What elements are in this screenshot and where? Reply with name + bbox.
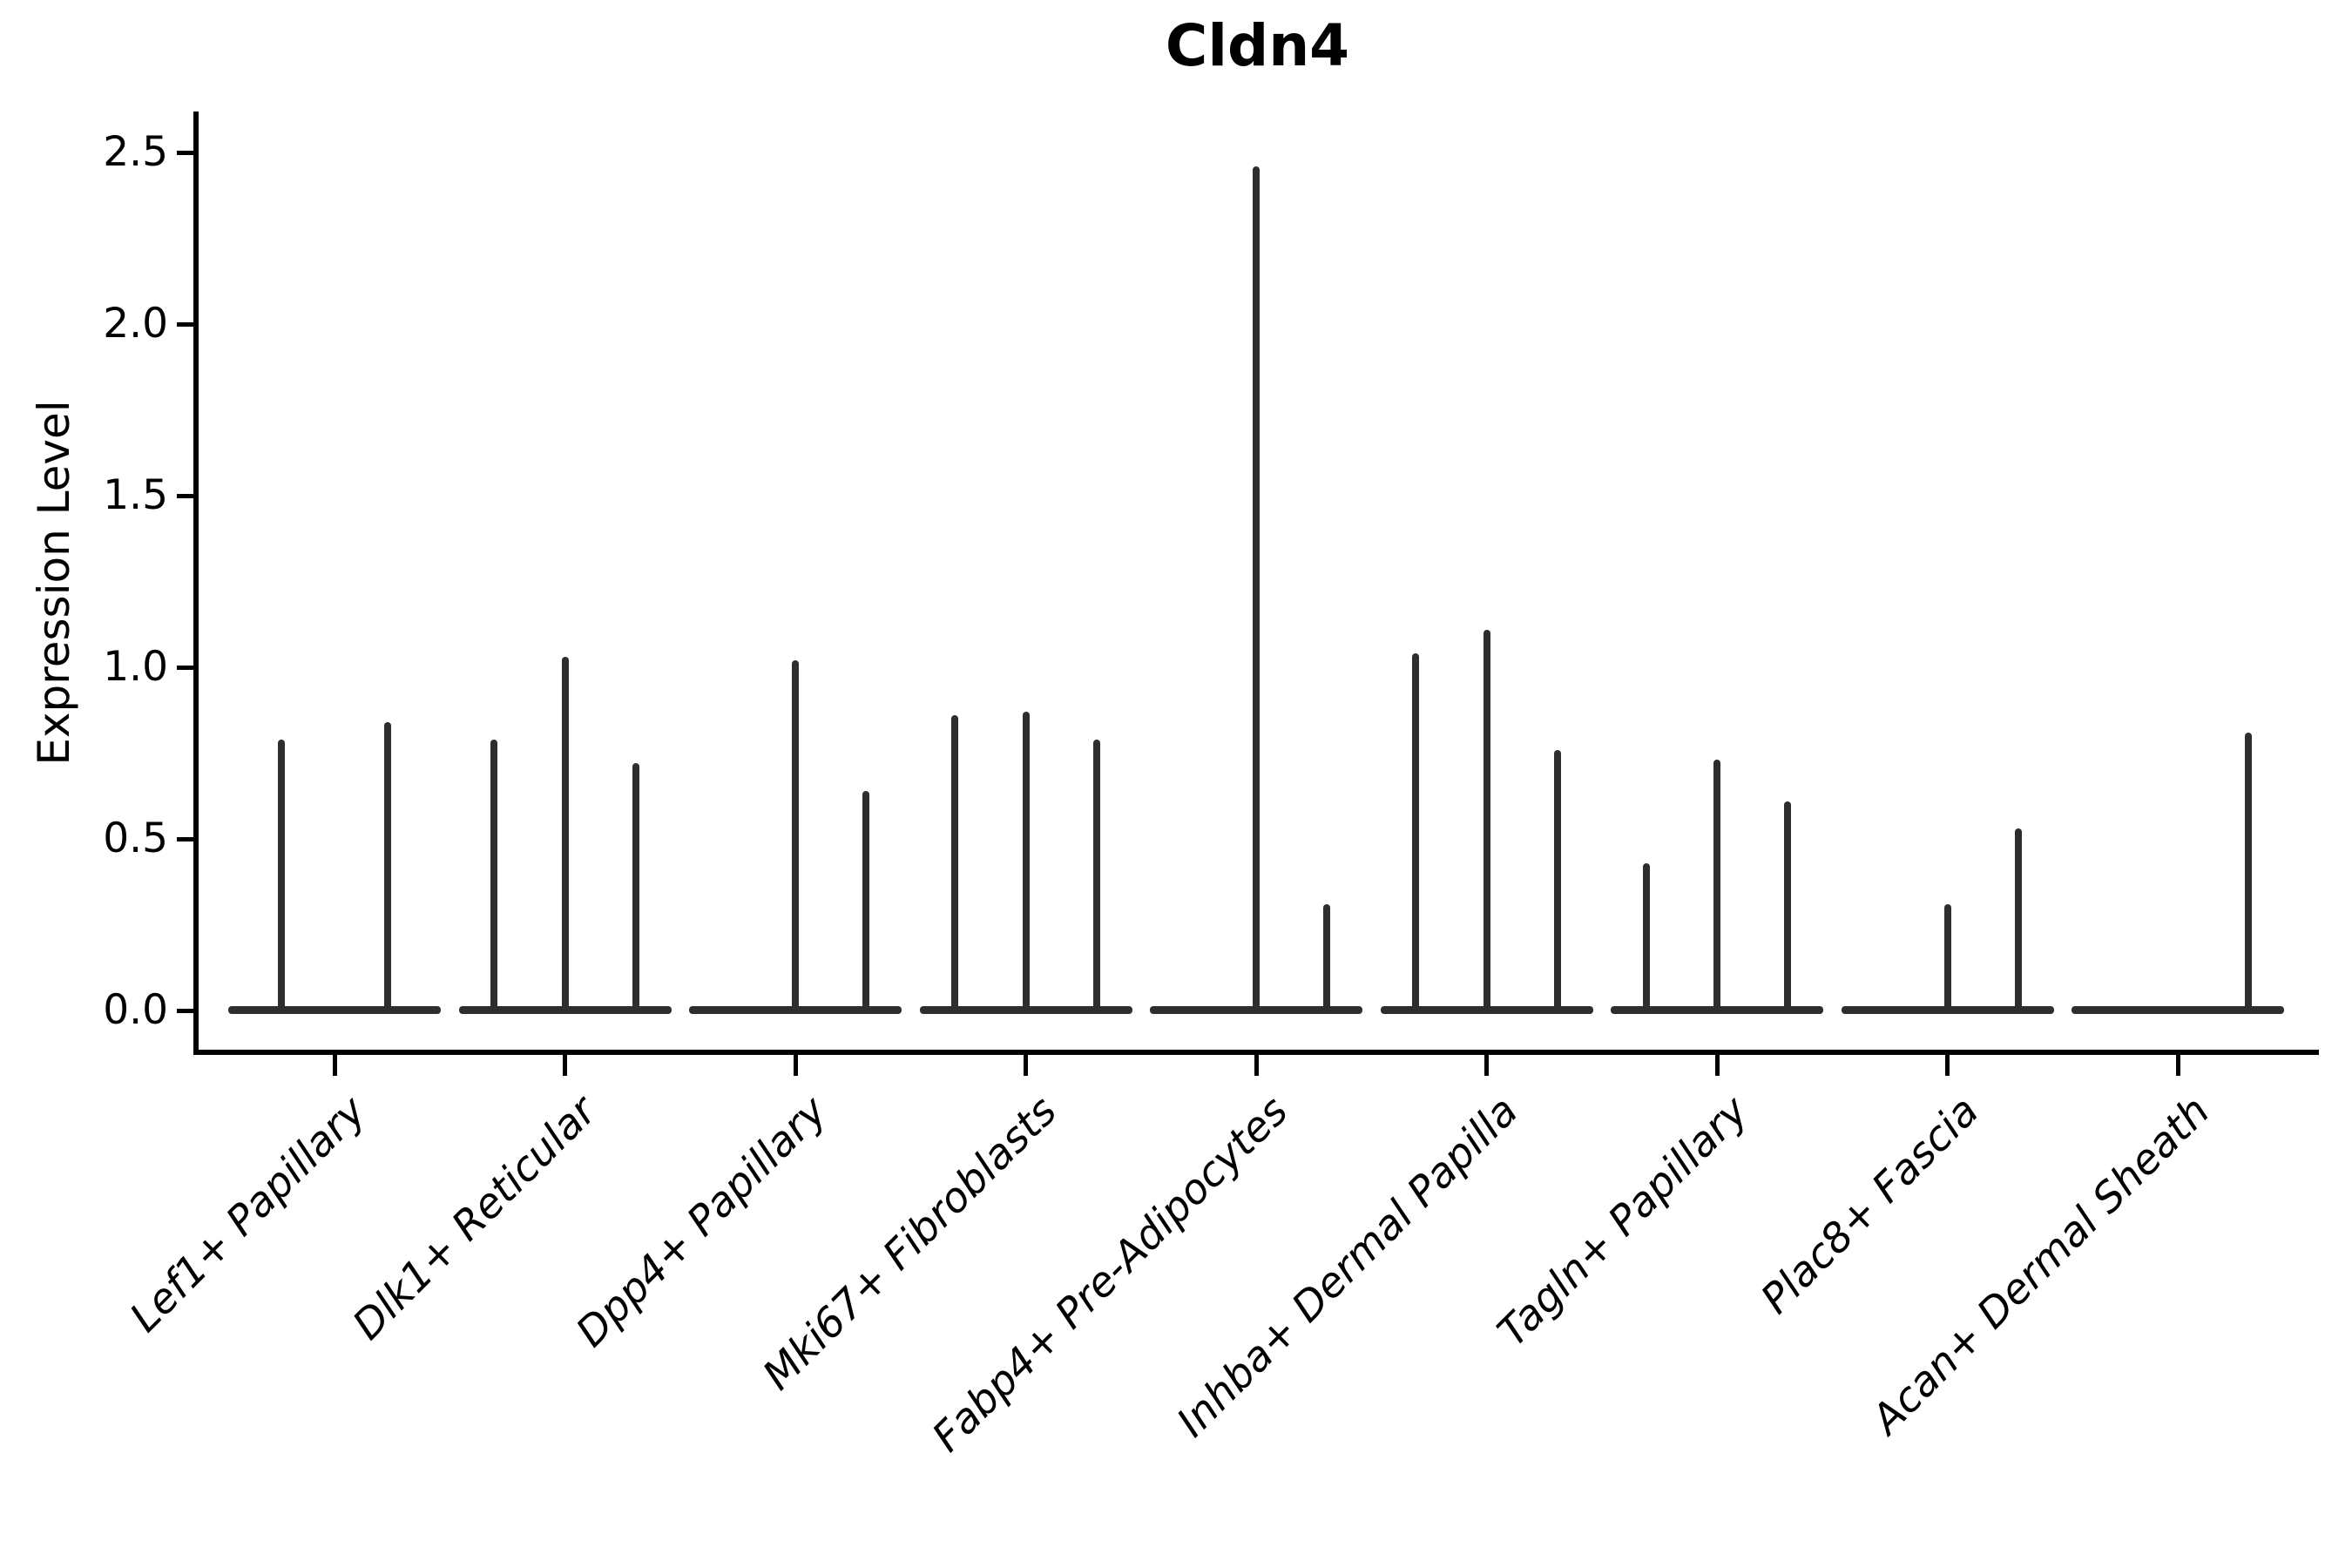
y-axis-label: Expression Level <box>29 400 79 766</box>
violin-spike <box>1943 903 1951 1014</box>
x-tick-mark <box>793 1055 798 1076</box>
x-tick-label: Plac8+ Fascia <box>1752 1087 1989 1324</box>
y-tick-mark <box>177 1008 196 1013</box>
x-tick-label: Dlk1+ Reticular <box>343 1087 606 1349</box>
plot-title: Cldn4 <box>1165 12 1350 79</box>
violin-spike <box>951 715 959 1014</box>
violin-spike <box>862 790 870 1014</box>
x-tick-mark <box>563 1055 567 1076</box>
y-axis-spine <box>193 112 199 1055</box>
y-tick-mark <box>177 665 196 670</box>
violin-spike <box>1713 760 1720 1014</box>
violin-spike <box>1412 653 1420 1014</box>
violin-spike <box>792 660 799 1014</box>
y-tick-label: 2.0 <box>103 300 168 348</box>
y-tick-label: 2.5 <box>103 128 168 176</box>
violin-zero-baseline <box>228 1006 441 1014</box>
y-tick-mark <box>177 150 196 155</box>
x-axis-spine <box>193 1050 2319 1055</box>
y-tick-mark <box>177 836 196 841</box>
x-tick-mark <box>1484 1055 1489 1076</box>
x-tick-mark <box>1024 1055 1028 1076</box>
violin-spike <box>278 739 285 1014</box>
violin-spike <box>1253 166 1260 1014</box>
violin-spike <box>632 763 639 1014</box>
violin-spike <box>1022 712 1030 1014</box>
violin-spike <box>1642 862 1650 1014</box>
violin-spike <box>1483 629 1490 1014</box>
violin-spike <box>384 722 391 1014</box>
y-tick-label: 0.0 <box>103 986 168 1034</box>
violin-spike <box>1784 801 1792 1014</box>
x-tick-label: Dpp4+ Papillary <box>566 1087 836 1357</box>
x-tick-label: Tagln+ Papillary <box>1489 1087 1758 1356</box>
x-tick-mark <box>2175 1055 2180 1076</box>
x-tick-mark <box>332 1055 337 1076</box>
x-tick-label: Lef1+ Papillary <box>120 1087 375 1342</box>
violin-spike <box>2245 732 2253 1014</box>
y-tick-label: 0.5 <box>103 814 168 862</box>
y-tick-mark <box>177 321 196 327</box>
violin-spike <box>1553 749 1561 1014</box>
violin-spike <box>1323 903 1331 1014</box>
violin-spike <box>1092 739 1100 1014</box>
violin-spike <box>561 657 569 1014</box>
y-tick-mark <box>177 493 196 498</box>
x-tick-mark <box>1254 1055 1259 1076</box>
x-tick-mark <box>1945 1055 1950 1076</box>
violin-zero-baseline <box>2072 1006 2284 1014</box>
violin-spike <box>2014 828 2022 1014</box>
y-tick-label: 1.0 <box>103 643 168 691</box>
y-tick-label: 1.5 <box>103 471 168 519</box>
violin-spike <box>490 739 498 1014</box>
x-tick-mark <box>1714 1055 1720 1076</box>
